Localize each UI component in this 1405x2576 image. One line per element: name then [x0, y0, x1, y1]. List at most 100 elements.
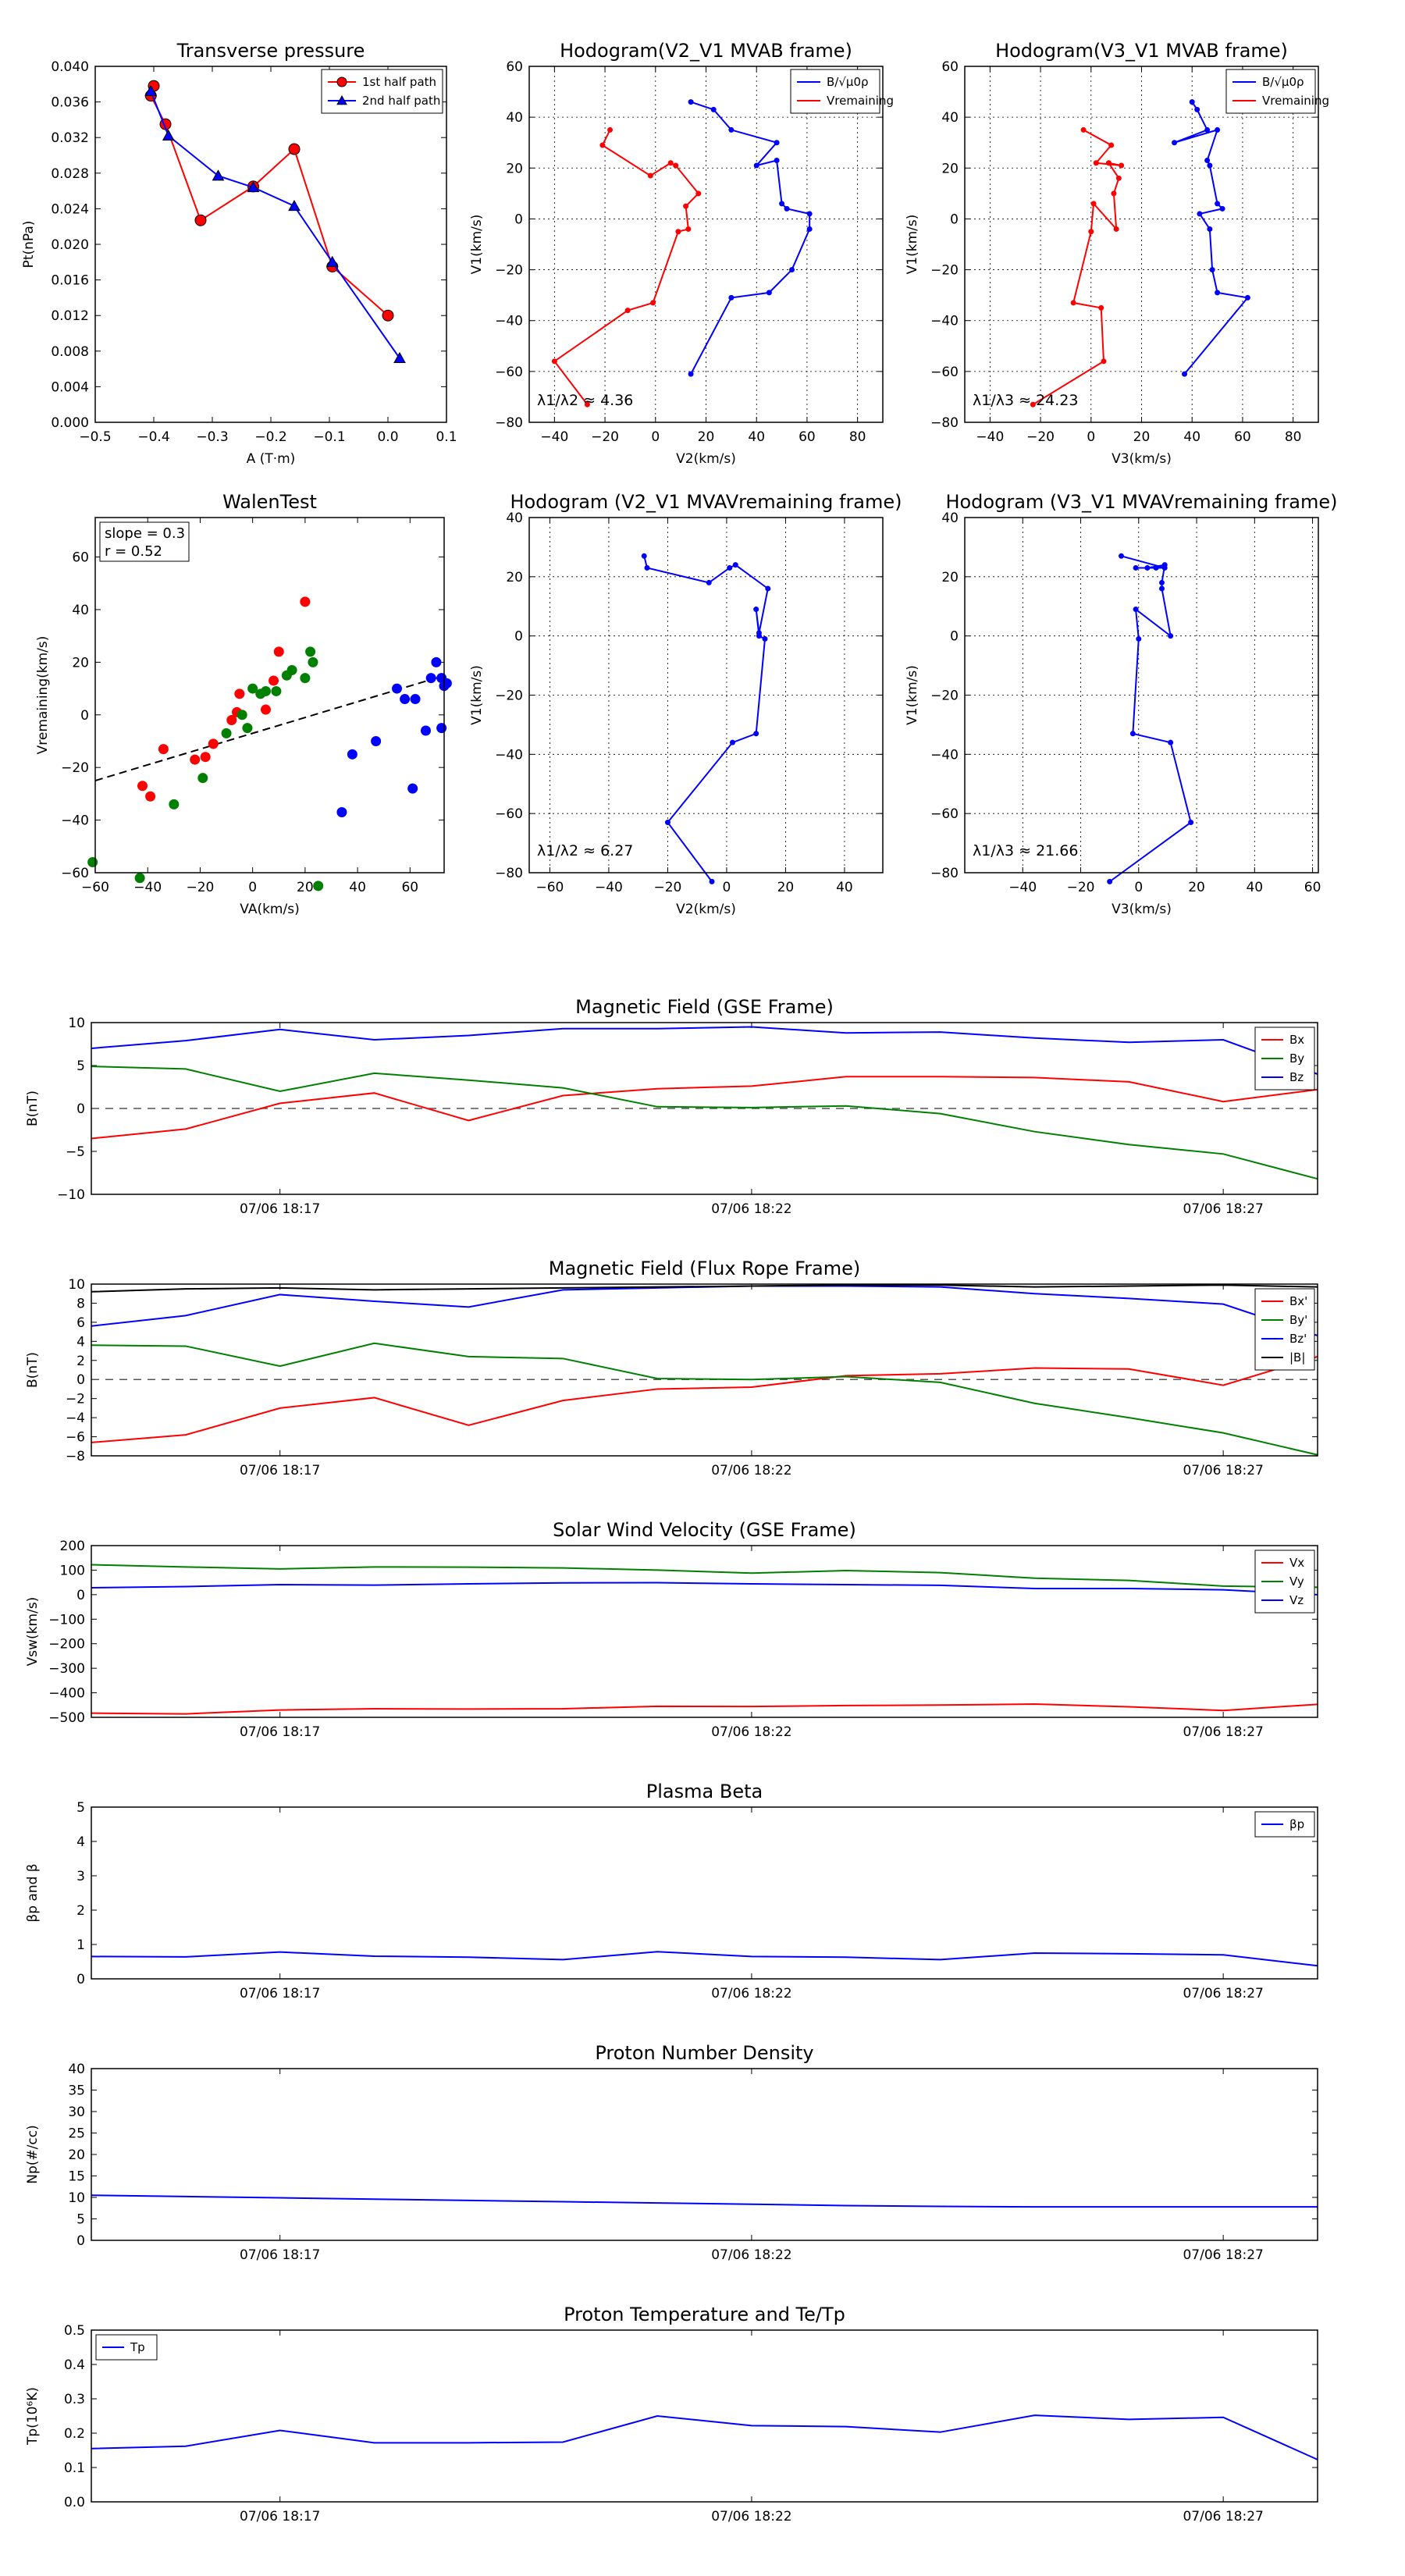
y-tick-label: −40 — [930, 314, 959, 329]
x-tick-label: 60 — [1234, 429, 1251, 445]
data-point — [779, 201, 785, 207]
y-tick-label: −40 — [495, 747, 523, 763]
x-tick-label: 80 — [849, 429, 866, 445]
data-point — [647, 173, 653, 179]
plot-frame — [528, 517, 884, 873]
y-tick-label: 10 — [68, 1277, 85, 1293]
chart-title: Hodogram(V2_V1 MVAB frame) — [560, 40, 852, 62]
x-tick-label: −0.4 — [137, 429, 169, 445]
x-axis-label: V2(km/s) — [676, 902, 736, 917]
data-point — [1204, 158, 1211, 164]
y-tick-label: −500 — [48, 1710, 85, 1726]
data-point — [695, 190, 702, 197]
data-point — [1070, 300, 1076, 306]
y-axis-label: V1(km/s) — [469, 215, 485, 275]
data-point — [273, 646, 284, 657]
data-point — [732, 562, 738, 568]
x-tick-label: 40 — [836, 880, 853, 895]
series-line-2 — [91, 1026, 1318, 1075]
y-tick-label: 10 — [68, 1016, 85, 1031]
data-point — [382, 309, 394, 322]
y-tick-label: 40 — [941, 511, 959, 526]
y-tick-label: −200 — [48, 1637, 85, 1653]
x-tick-label: 07/06 18:17 — [240, 1986, 320, 2001]
slope-label: slope = 0.3 — [105, 525, 185, 542]
legend-label: Vremaining — [1262, 94, 1329, 108]
x-tick-label: −60 — [535, 880, 564, 895]
y-tick-label: −60 — [495, 365, 523, 380]
y-tick-label: 20 — [68, 2147, 85, 2163]
data-point — [1101, 358, 1107, 365]
y-tick-label: 0 — [76, 1372, 85, 1388]
data-point — [145, 791, 156, 802]
data-point — [260, 704, 271, 715]
y-tick-label: 0.008 — [51, 344, 89, 360]
data-point — [673, 162, 679, 169]
y-tick-label: 5 — [76, 1800, 85, 1816]
y-tick-label: 0 — [80, 708, 89, 724]
data-point — [288, 143, 301, 155]
y-tick-label: 0.032 — [51, 130, 89, 146]
data-point — [247, 181, 260, 193]
y-tick-label: −80 — [930, 415, 959, 431]
y-axis-label: B(nT) — [25, 1091, 41, 1126]
y-tick-label: −20 — [61, 760, 89, 776]
data-point — [87, 857, 98, 868]
x-tick-label: −20 — [591, 429, 619, 445]
y-tick-label: 20 — [941, 161, 959, 176]
x-tick-label: 20 — [1133, 429, 1151, 445]
data-point — [308, 656, 318, 667]
plot-frame — [964, 66, 1319, 423]
data-point — [1168, 739, 1174, 745]
x-tick-label: 07/06 18:22 — [711, 2247, 791, 2263]
y-axis-label: Vsw(km/s) — [25, 1597, 41, 1667]
y-tick-label: −20 — [930, 263, 959, 279]
data-point — [226, 715, 237, 726]
chart-panel-9: 07/06 18:17 07/06 18:22 07/06 18:27 0 1 2 3 4 5 P… — [25, 1781, 1318, 2001]
stats-box — [99, 521, 190, 562]
data-point — [325, 255, 339, 267]
chart-title: Magnetic Field (Flux Rope Frame) — [549, 1258, 860, 1279]
y-tick-label: 60 — [941, 59, 959, 75]
y-tick-label: 0.012 — [51, 308, 89, 324]
ratio-annotation: λ1/λ3 ≈ 24.23 — [973, 392, 1078, 409]
data-point — [234, 688, 245, 699]
y-tick-label: 0.000 — [51, 415, 89, 431]
data-point — [1133, 607, 1139, 613]
y-tick-label: 6 — [76, 1315, 85, 1331]
data-point — [400, 694, 411, 705]
x-tick-label: 40 — [748, 429, 765, 445]
y-tick-label: 40 — [72, 603, 89, 618]
y-tick-label: 20 — [506, 161, 523, 176]
legend-label: Vremaining — [827, 94, 894, 108]
data-point — [1194, 106, 1200, 112]
data-point — [1119, 162, 1125, 169]
data-point — [242, 723, 253, 734]
data-point — [1158, 579, 1165, 585]
y-tick-label: 100 — [60, 1563, 85, 1578]
x-tick-label: 07/06 18:27 — [1183, 2509, 1263, 2524]
legend-label: B/√μ0ρ — [827, 75, 869, 89]
ratio-annotation: λ1/λ2 ≈ 6.27 — [537, 842, 633, 859]
data-point — [144, 84, 158, 97]
legend-label: Vx — [1289, 1556, 1304, 1570]
y-tick-label: 60 — [506, 59, 523, 75]
correlation-label: r = 0.52 — [105, 543, 162, 560]
legend-box — [1225, 69, 1316, 114]
plot-frame — [91, 1283, 1318, 1457]
data-point — [208, 738, 219, 749]
data-point — [313, 881, 324, 891]
data-point — [194, 214, 207, 226]
x-tick-label: 0 — [1087, 429, 1095, 445]
y-tick-label: 4 — [76, 1834, 85, 1850]
data-point — [644, 564, 650, 571]
y-tick-label: −400 — [48, 1686, 85, 1702]
x-tick-label: 80 — [1285, 429, 1302, 445]
y-tick-label: −20 — [495, 688, 523, 704]
chart-panel-3: −60 −40 −20 0 20 40 60 −60 −40 −20 0 20 40 60 WalenTes… — [35, 491, 452, 917]
data-point — [1093, 160, 1099, 166]
data-point — [1204, 126, 1211, 133]
x-tick-label: 0.0 — [377, 429, 398, 445]
data-point — [599, 142, 606, 148]
